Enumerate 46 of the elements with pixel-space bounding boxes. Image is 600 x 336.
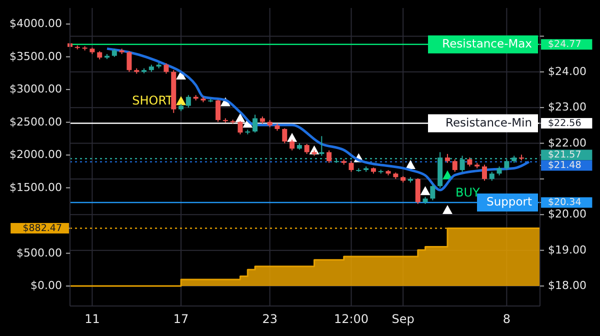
ref-line-label: Resistance-Min [445, 115, 532, 130]
y2-tick-label: $2000.00 [10, 148, 62, 162]
annotation: BUY [455, 186, 480, 200]
candlestick [282, 128, 288, 144]
y-tick-label: $21.57 [548, 150, 582, 161]
x-tick-label: 12:00 [334, 312, 369, 326]
y-tick-label: $22.56 [548, 118, 582, 129]
y-tick-label: $20.00 [548, 208, 586, 221]
candlestick [304, 143, 310, 154]
y-tick-label: $20.34 [548, 197, 582, 208]
candlestick [326, 150, 332, 164]
candlestick [430, 184, 436, 201]
x-tick-label: 23 [262, 312, 278, 326]
y-tick-label: $24.77 [548, 38, 582, 50]
y-tick-label: $21.48 [548, 160, 582, 172]
candlestick [126, 50, 132, 72]
candlestick [348, 160, 354, 172]
x-tick-label: 8 [502, 312, 511, 326]
y2-tick-label: $1500.00 [10, 180, 62, 194]
candlestick [452, 158, 458, 172]
y-tick-label: $24.00 [548, 64, 586, 78]
y-tick-label: $23.00 [548, 100, 586, 114]
candlestick [319, 136, 324, 156]
y-tick-label: $19.00 [548, 243, 586, 256]
y-tick-label: $22.00 [548, 136, 586, 150]
ref-line-label: Resistance-Max [442, 36, 532, 51]
candlestick [482, 164, 487, 182]
candlestick [415, 178, 420, 204]
ref-line-label: Support [486, 194, 532, 209]
candlestick [238, 120, 243, 135]
y-tick-label: $18.00 [548, 279, 586, 292]
y2-tick-label: $0.00 [30, 279, 62, 292]
candlestick [290, 139, 295, 151]
candlestick [216, 99, 221, 122]
x-tick-label: 17 [173, 312, 189, 326]
y2-tick-label: $4000.00 [10, 17, 62, 30]
candlestick [164, 62, 169, 74]
x-tick-label: 11 [84, 312, 100, 326]
x-tick-label: Sep [392, 312, 414, 326]
y2-tick-label: $882.47 [22, 222, 62, 234]
y2-tick-label: $3000.00 [10, 82, 62, 96]
y2-tick-label: $2500.00 [10, 115, 62, 128]
y2-tick-label: $3500.00 [10, 50, 62, 63]
y2-tick-label: $500.00 [16, 246, 62, 260]
candlestick [252, 114, 258, 134]
candlestick [186, 94, 191, 108]
